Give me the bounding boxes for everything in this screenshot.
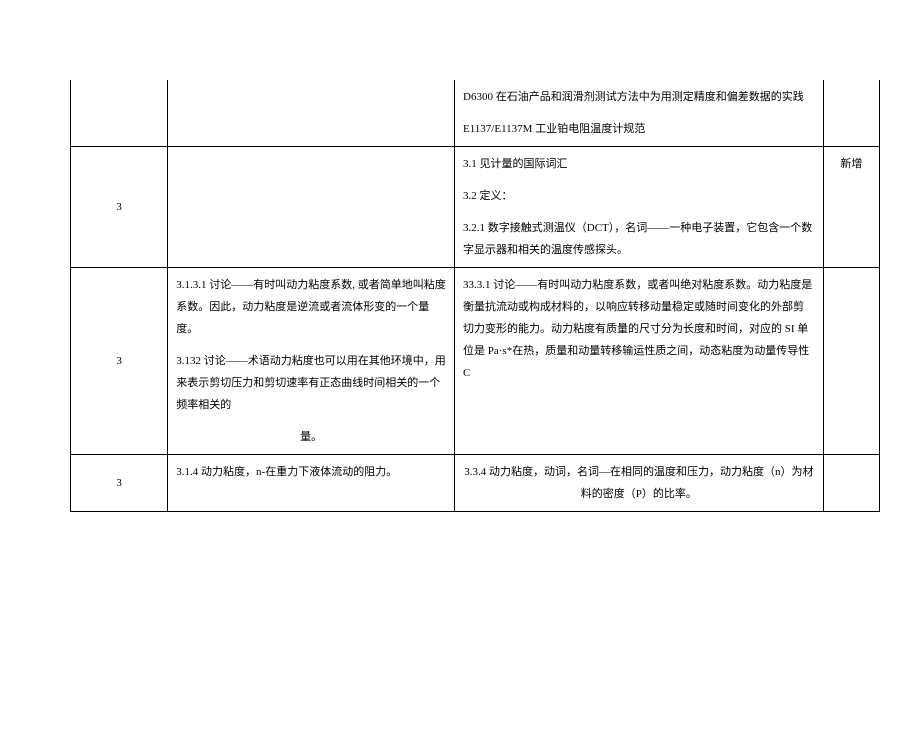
para: 3.1.3.1 讨论——有时叫动力粘度系数, 或者简单地叫粘度系数。因此，动力粘…	[176, 274, 446, 340]
cell-col3: 3.1 见计量的国际词汇 3.2 定义： 3.2.1 数字接触式测温仪（DCT）…	[455, 147, 824, 268]
cell-col2	[168, 147, 455, 268]
para: 3.132 讨论——术语动力粘度也可以用在其他环境中，用来表示剪切压力和剪切速率…	[176, 350, 446, 416]
cell-col4	[823, 268, 879, 455]
table-row: 3 3.1.3.1 讨论——有时叫动力粘度系数, 或者简单地叫粘度系数。因此，动…	[71, 268, 880, 455]
cell-col1	[71, 80, 168, 147]
table-row: D6300 在石油产品和润滑剂测试方法中为用测定精度和偏差数据的实践 E1137…	[71, 80, 880, 147]
cell-col2: 3.1.3.1 讨论——有时叫动力粘度系数, 或者简单地叫粘度系数。因此，动力粘…	[168, 268, 455, 455]
table-row: 3 3.1.4 动力粘度，n-在重力下液体流动的阻力。 3.3.4 动力粘度，动…	[71, 455, 880, 512]
para: D6300 在石油产品和润滑剂测试方法中为用测定精度和偏差数据的实践	[463, 86, 815, 108]
para: 3.2.1 数字接触式测温仪（DCT），名词——一种电子装置，它包含一个数字显示…	[463, 217, 815, 261]
cell-col3: D6300 在石油产品和润滑剂测试方法中为用测定精度和偏差数据的实践 E1137…	[455, 80, 824, 147]
para: E1137/E1137M 工业铂电阻温度计规范	[463, 118, 815, 140]
cell-col2: 3.1.4 动力粘度，n-在重力下液体流动的阻力。	[168, 455, 455, 512]
para: 量。	[176, 426, 446, 448]
cell-col3: 3.3.4 动力粘度，动词，名词—在相同的温度和压力，动力粘度（n）为材料的密度…	[455, 455, 824, 512]
para: 3.1 见计量的国际词汇	[463, 153, 815, 175]
table-row: 3 3.1 见计量的国际词汇 3.2 定义： 3.2.1 数字接触式测温仪（DC…	[71, 147, 880, 268]
cell-col4	[823, 80, 879, 147]
cell-col1: 3	[71, 455, 168, 512]
para: 3.2 定义：	[463, 185, 815, 207]
cell-col2	[168, 80, 455, 147]
cell-col1: 3	[71, 147, 168, 268]
cell-col3: 33.3.1 讨论——有时叫动力粘度系数，或者叫绝对粘度系数。动力粘度是衡量抗流…	[455, 268, 824, 455]
cell-col4: 新增	[823, 147, 879, 268]
cell-col1: 3	[71, 268, 168, 455]
document-table: D6300 在石油产品和润滑剂测试方法中为用测定精度和偏差数据的实践 E1137…	[70, 80, 880, 512]
cell-col4	[823, 455, 879, 512]
